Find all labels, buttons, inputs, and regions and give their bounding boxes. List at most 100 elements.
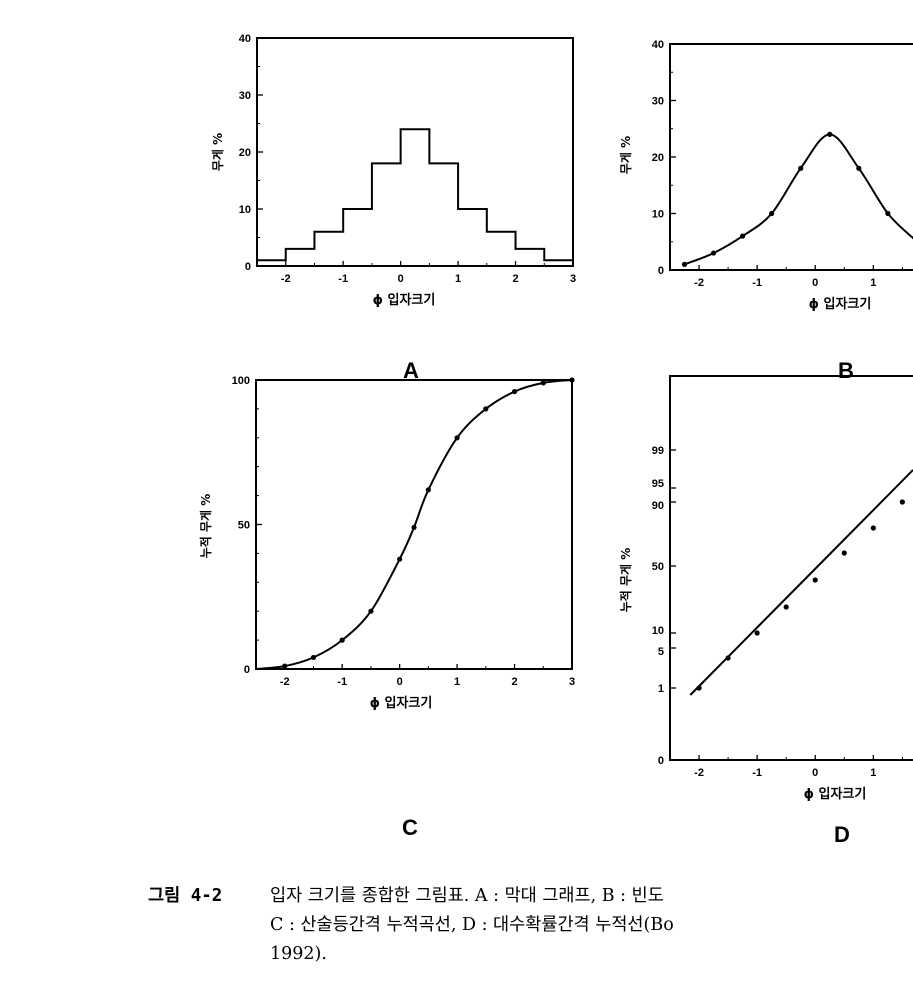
panel-d-data-point — [899, 499, 905, 505]
panel-a-x-tick-label: 2 — [512, 273, 518, 285]
panel-a-y-tick-label: 40 — [239, 33, 251, 45]
panel-d-y-tick-label: 95 — [652, 478, 664, 490]
caption-text-2: C : 산술등간격 누적곡선, D : 대수확률간격 누적선(Bo — [270, 915, 674, 935]
caption-line-2: C : 산술등간격 누적곡선, D : 대수확률간격 누적선(Bo — [148, 911, 913, 940]
panel-label-b: B — [838, 358, 854, 383]
panel-c-x-tick-label: 1 — [454, 676, 460, 688]
panel-c-y-tick-label: 0 — [244, 664, 250, 676]
panel-b-x-tick-label: -2 — [694, 277, 704, 289]
panel-d-data-point — [754, 630, 760, 636]
panel-c-x-tick-label: -1 — [337, 676, 347, 688]
panel-b-data-point — [710, 250, 717, 256]
panel-a-bar — [343, 209, 372, 266]
panel-d-y-tick-label: 5 — [658, 646, 664, 658]
panel-a-y-axis-label: 무게 % — [211, 133, 225, 171]
panel-c-data-point — [511, 388, 518, 395]
panel-b-data-point — [827, 131, 833, 137]
panel-c-plot-frame — [255, 379, 573, 670]
panel-a-x-tick-label: 0 — [398, 273, 404, 285]
panel-c-x-tick-label: -2 — [280, 676, 290, 688]
panel-d-data-point — [812, 577, 818, 583]
panel-d-y-axis-label: 누적 무게 % — [618, 548, 633, 613]
panel-b-data-point — [885, 210, 891, 217]
panel-d-data-point — [725, 655, 731, 661]
panel-a-x-tick-label: -2 — [281, 273, 291, 285]
panel-d-x-tick-label: -1 — [752, 767, 762, 779]
panel-a-bar — [429, 163, 458, 266]
panel-a-x-tick-label: 3 — [570, 273, 576, 285]
panel-d-y-tick-label: 1 — [658, 683, 664, 695]
panel-a-bar — [314, 232, 343, 266]
caption-line-3: 1992). — [148, 940, 913, 969]
panel-b-y-tick-label: 10 — [652, 209, 664, 221]
panel-d-x-tick-label: -2 — [694, 767, 704, 779]
panel-a-y-tick-label: 20 — [239, 147, 251, 159]
panel-d-data-point — [841, 550, 847, 556]
panel-c-data-point — [368, 608, 374, 614]
panel-a-plot-frame — [256, 37, 574, 267]
panel-b-x-tick-label: 0 — [812, 277, 818, 289]
panel-d-y-tick-label: 90 — [652, 500, 664, 512]
panel-a-bar — [487, 232, 516, 266]
panel-c-data-point — [411, 524, 417, 530]
panel-b-data-point — [769, 210, 775, 217]
panel-c-data-point — [310, 654, 317, 661]
panel-d-x-axis-label: ϕ 입자크기 — [804, 787, 867, 802]
panel-d-plot-frame — [669, 375, 913, 761]
panel-d-data-point — [783, 604, 789, 610]
panel-a-bar — [458, 209, 487, 266]
panel-b-data-point — [856, 165, 862, 171]
panel-d-x-tick-label: 1 — [870, 767, 876, 779]
panel-d-y-tick-label: 50 — [652, 561, 664, 573]
panel-d-y-tick-label: 0 — [658, 755, 664, 767]
panel-c-y-axis-label: 누적 무게 % — [198, 494, 213, 559]
panel-c-data-point — [397, 556, 403, 562]
panel-c-data-point — [425, 487, 431, 493]
panel-a-y-tick-label: 0 — [245, 261, 251, 273]
panel-c-data-point — [483, 406, 489, 412]
panel-c-data-point — [569, 377, 575, 383]
panel-c-x-tick-label: 3 — [569, 676, 575, 688]
panel-c-data-point — [282, 663, 288, 669]
panel-a-bar — [286, 249, 315, 266]
panel-a-y-tick-label: 10 — [239, 204, 251, 216]
panel-c-data-point — [339, 637, 345, 643]
caption-text-3: 1992). — [270, 944, 327, 964]
panel-a-histogram-outline — [257, 128, 573, 262]
panel-b-x-tick-label: -1 — [752, 277, 762, 289]
panel-a-x-tick-label: -1 — [338, 273, 348, 285]
caption-number: 그림 4-2 — [148, 886, 223, 906]
panel-a-bar — [516, 249, 545, 266]
panel-b-y-tick-label: 40 — [652, 39, 664, 51]
panel-a-bar — [372, 163, 401, 266]
panel-c-y-tick-label: 100 — [232, 375, 250, 387]
panel-b-x-tick-label: 1 — [870, 277, 876, 289]
panel-a-x-axis-label: ϕ 입자크기 — [373, 293, 436, 308]
panel-d-x-tick-label: 0 — [812, 767, 818, 779]
panel-c-x-tick-label: 2 — [511, 676, 517, 688]
panel-d-fit-line — [689, 469, 913, 696]
panel-d-y-tick-label: 99 — [652, 445, 664, 457]
panel-label-d: D — [834, 822, 850, 847]
panel-c-y-tick-label: 50 — [238, 520, 250, 532]
panel-b-y-tick-label: 0 — [658, 265, 664, 277]
panel-d-y-tick-label: 10 — [652, 625, 664, 637]
panel-b-data-point — [681, 261, 688, 267]
panel-b-y-tick-label: 30 — [652, 96, 664, 108]
figure-caption: 그림 4-2 입자 크기를 종합한 그림표. A : 막대 그래프, B : 빈도… — [148, 882, 913, 969]
panel-b-plot-frame — [669, 43, 913, 271]
panel-c-x-tick-label: 0 — [397, 676, 403, 688]
panel-c-x-axis-label: ϕ 입자크기 — [370, 696, 433, 711]
panel-a-x-tick-label: 1 — [455, 273, 461, 285]
panel-a-bar — [401, 129, 430, 266]
panel-b-y-axis-label: 무게 % — [619, 136, 633, 174]
panel-b-data-point — [798, 165, 804, 171]
panel-d-data-point — [696, 685, 702, 691]
caption-text-1: 입자 크기를 종합한 그림표. A : 막대 그래프, B : 빈도 — [270, 886, 664, 906]
panel-c-data-point — [454, 435, 460, 441]
panel-label-a: A — [403, 358, 419, 383]
